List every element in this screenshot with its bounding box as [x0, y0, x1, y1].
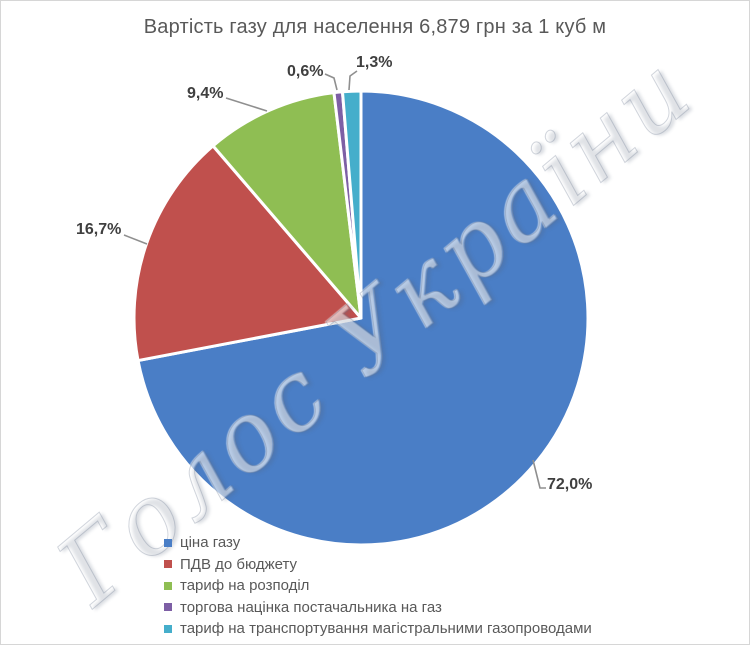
- pie-data-label-blue: 72,0%: [547, 476, 593, 493]
- leader-lines: [123, 70, 546, 489]
- legend-label: ціна газу: [180, 534, 241, 552]
- legend-item-distribution-tariff: тариф на розподіл: [164, 575, 592, 597]
- legend-marker-icon: [164, 581, 172, 590]
- pie-slices: [132, 89, 590, 547]
- legend-marker-icon: [164, 603, 172, 612]
- pie-slice-3: [211, 91, 363, 320]
- legend-item-transport-tariff: тариф на транспортування магістральними …: [164, 618, 592, 640]
- pie-data-label-teal: 1,3%: [356, 54, 393, 71]
- chart-title: Вартість газу для населення 6,879 грн за…: [143, 16, 607, 38]
- legend-marker-icon: [164, 560, 172, 569]
- pie-data-label-green: 9,4%: [187, 85, 224, 102]
- pie-data-label-purple: 0,6%: [287, 63, 324, 80]
- legend-label: торгова націнка постачальника на газ: [180, 598, 442, 616]
- pie-slice-1: [136, 89, 590, 547]
- legend-label: тариф на транспортування магістральними …: [180, 620, 592, 638]
- pie-slice-5: [340, 89, 363, 320]
- legend-item-vat: ПДВ до бюджету: [164, 554, 592, 576]
- legend-marker-icon: [164, 624, 172, 633]
- legend-item-supplier-markup: торгова націнка постачальника на газ: [164, 597, 592, 619]
- pie-data-label-red: 16,7%: [76, 221, 122, 238]
- legend-label: ПДВ до бюджету: [180, 555, 298, 573]
- leader-line-teal: [348, 70, 358, 91]
- leader-line-purple: [324, 73, 338, 91]
- legend: ціна газу ПДВ до бюджету тариф на розпод…: [164, 532, 592, 640]
- leader-line-blue: [532, 459, 546, 489]
- legend-label: тариф на розподіл: [180, 577, 310, 595]
- leader-line-green: [225, 97, 268, 112]
- legend-item-gas-price: ціна газу: [164, 532, 592, 554]
- leader-line-red: [123, 234, 148, 245]
- legend-marker-icon: [164, 538, 172, 547]
